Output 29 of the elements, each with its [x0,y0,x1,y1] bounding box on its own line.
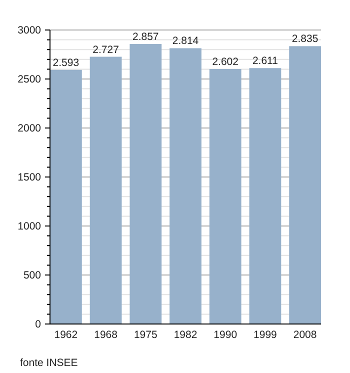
x-tick-label: 1999 [254,329,278,341]
y-tick-label: 0 [35,318,42,330]
bar [209,69,242,324]
y-tick-label: 1500 [18,172,42,184]
bar [130,44,162,324]
bar [170,48,202,324]
x-tick-label: 1982 [174,329,198,341]
x-tick-label: 1968 [94,329,118,341]
x-tick-label: 1962 [54,329,78,341]
bar [249,68,282,324]
data-label: 2.727 [92,44,120,56]
y-tick-label: 500 [23,270,42,282]
data-label: 2.593 [52,56,80,69]
bar [50,70,82,324]
x-tick-label: 1990 [214,329,238,341]
data-label: 2.602 [212,56,239,68]
y-tick-label: 3000 [18,24,42,36]
source-note: fonte INSEE [20,357,78,369]
bar [90,56,122,324]
x-tick-label: 1975 [134,329,158,341]
data-label: 2.611 [252,55,278,68]
y-tick-label: 2000 [18,122,42,134]
bar [289,46,321,324]
y-tick-label: 2500 [18,74,42,86]
data-label: 2.857 [132,31,159,44]
x-tick-label: 2008 [293,329,317,341]
y-tick-label: 1000 [18,220,42,232]
data-label: 2.835 [292,33,318,46]
data-label: 2.814 [172,35,199,48]
